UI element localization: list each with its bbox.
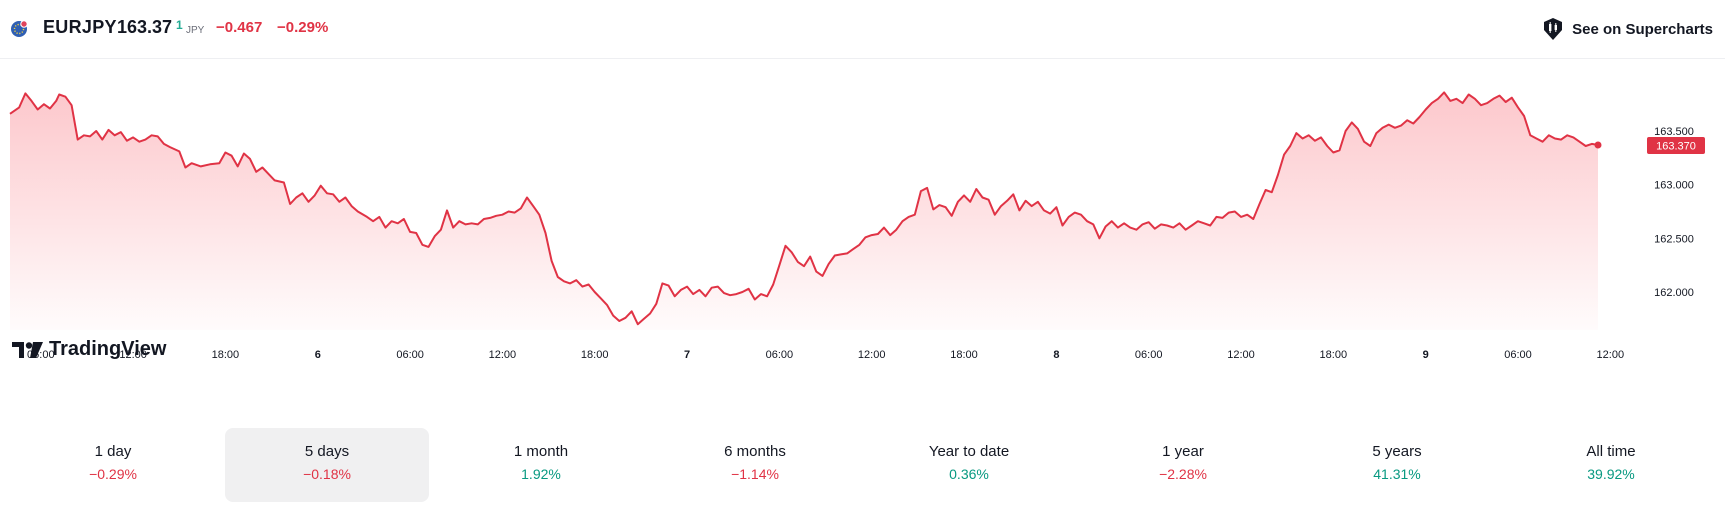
period-label: 5 years — [1372, 443, 1422, 460]
period-selector: 1 day −0.29% 5 days −0.18% 1 month 1.92% 6 mon… — [0, 428, 1725, 504]
watermark-text: TradingView — [49, 338, 167, 360]
x-tick-label: 8 — [1053, 349, 1059, 361]
see-on-supercharts-button[interactable]: See on Supercharts — [1540, 16, 1713, 42]
x-tick-label: 18:00 — [212, 349, 240, 361]
period-label: Year to date — [928, 443, 1010, 460]
period-label: 6 months — [724, 443, 786, 460]
period-change-value: 39.92% — [1587, 466, 1635, 482]
symbol-header: EURJPY 163.37 1 JPY −0.467 −0.29% See on… — [0, 0, 1725, 59]
x-tick-label: 18:00 — [950, 349, 978, 361]
currency-label: JPY — [186, 25, 205, 36]
y-tick-label: 162.500 — [1654, 233, 1694, 245]
period-label: All time — [1586, 443, 1636, 460]
period-tab-7[interactable]: 5 years 41.31% — [1295, 428, 1499, 502]
period-change-value: −1.14% — [731, 466, 779, 482]
period-change-value: 41.31% — [1373, 466, 1421, 482]
price-area-fill — [10, 92, 1598, 331]
period-tab-6[interactable]: 1 year −2.28% — [1081, 428, 1285, 502]
price-chart[interactable]: 163.500 163.000 162.500 162.000 06:00 12:00 1… — [0, 58, 1725, 418]
price-change-percent: −0.29% — [277, 19, 329, 36]
y-tick-label: 163.000 — [1654, 180, 1694, 192]
period-label: 1 day — [94, 443, 132, 460]
x-tick-label: 9 — [1423, 349, 1429, 361]
period-tab-3[interactable]: 1 month 1.92% — [439, 428, 643, 502]
period-label: 1 month — [513, 443, 569, 460]
supercharts-label: See on Supercharts — [1572, 20, 1713, 38]
chart-candles-icon — [1544, 18, 1563, 40]
period-tab-4[interactable]: 6 months −1.14% — [653, 428, 857, 502]
x-tick-label: 12:00 — [489, 349, 517, 361]
tradingview-watermark: TradingView — [12, 338, 166, 361]
price-change: −0.467 — [216, 19, 263, 36]
last-price-label: 163.370 — [1656, 141, 1696, 153]
x-tick-label: 12:00 — [1597, 349, 1625, 361]
x-tick-label: 06:00 — [1135, 349, 1163, 361]
period-change-value: −0.29% — [89, 466, 137, 482]
x-tick-label: 18:00 — [1320, 349, 1348, 361]
last-price-label-bg — [1647, 137, 1705, 154]
x-tick-label: 18:00 — [581, 349, 609, 361]
price-line — [9, 91, 1599, 326]
x-tick-label: 06:00 — [396, 349, 424, 361]
symbol-name: EURJPY — [43, 17, 117, 37]
last-price-dot — [1594, 141, 1602, 149]
x-tick-label: 7 — [684, 349, 690, 361]
period-tab-2[interactable]: 5 days −0.18% — [225, 428, 429, 502]
x-tick-label: 06:00 — [1504, 349, 1532, 361]
period-tab-1[interactable]: 1 day −0.29% — [11, 428, 215, 502]
period-change-value: 1.92% — [521, 466, 561, 482]
x-tick-label: 12:00 — [1227, 349, 1255, 361]
eu-flag-icon — [11, 20, 28, 37]
x-tick-label: 6 — [315, 349, 321, 361]
period-change-value: 0.36% — [949, 466, 989, 482]
period-change-value: −0.18% — [303, 466, 351, 482]
tradingview-logo-icon — [12, 341, 43, 358]
period-tab-8[interactable]: All time 39.92% — [1509, 428, 1713, 502]
period-label: 1 year — [1162, 443, 1204, 460]
period-change-value: −2.28% — [1159, 466, 1207, 482]
period-tab-5[interactable]: Year to date 0.36% — [867, 428, 1071, 502]
x-tick-label: 12:00 — [119, 349, 147, 361]
y-tick-label: 163.500 — [1654, 126, 1694, 138]
period-label: 5 days — [304, 443, 350, 460]
y-tick-label: 162.000 — [1654, 287, 1694, 299]
x-tick-label: 06:00 — [766, 349, 794, 361]
x-tick-label: 12:00 — [858, 349, 886, 361]
last-price: 163.37 — [117, 17, 173, 37]
price-superscript: 1 — [176, 18, 183, 32]
